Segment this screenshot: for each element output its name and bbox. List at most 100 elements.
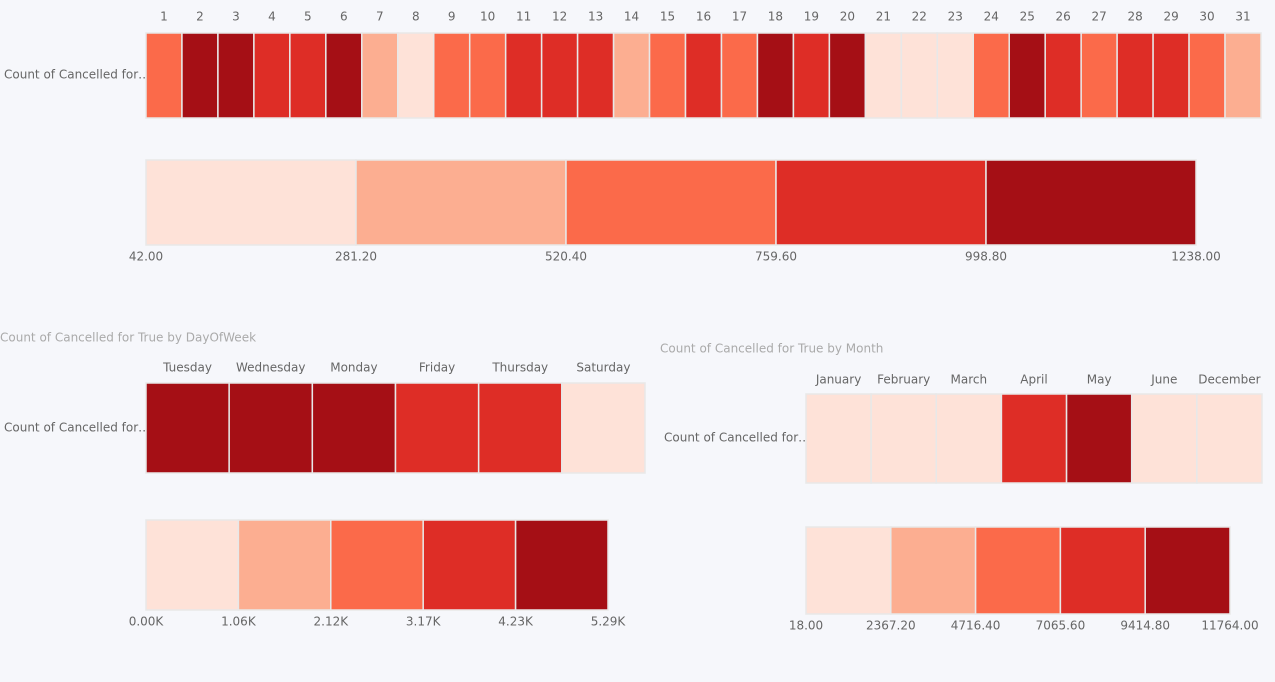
column-label: 10	[480, 10, 495, 24]
column-label: 6	[340, 10, 348, 24]
heatmap-cell	[1000, 393, 1068, 484]
column-label: 30	[1199, 10, 1214, 24]
heatmap-cell	[1196, 393, 1263, 484]
legend-bin	[890, 526, 977, 615]
heatmap-cell	[181, 32, 219, 119]
heatmap-cell	[561, 382, 646, 474]
chart-title: Count of Cancelled for True by Month	[660, 342, 883, 356]
column-label: Saturday	[576, 361, 630, 375]
legend-bin	[422, 519, 517, 611]
legend-tick-label: 7065.60	[1036, 619, 1086, 633]
legend-tick-label: 9414.80	[1120, 619, 1170, 633]
column-label: 1	[160, 10, 168, 24]
legend-bin	[514, 519, 609, 611]
legend-tick-label: 4716.40	[951, 619, 1001, 633]
column-label: Thursday	[491, 361, 548, 375]
heatmap-cell	[1008, 32, 1046, 119]
legend-bin	[237, 519, 332, 611]
heatmap-cell	[311, 382, 397, 474]
heatmap-cell	[540, 32, 579, 119]
heatmap-cell	[361, 32, 399, 119]
column-label: 13	[588, 10, 603, 24]
column-label: 25	[1020, 10, 1035, 24]
row-label: Count of Cancelled for…	[4, 421, 150, 435]
heatmap-cell	[1044, 32, 1082, 119]
legend-tick-label: 5.29K	[591, 615, 627, 629]
row-label: Count of Cancelled for…	[664, 431, 810, 445]
legend-tick-label: 281.20	[335, 250, 377, 264]
heatmap-cell	[477, 382, 563, 474]
heatmap-cell	[228, 382, 314, 474]
chart-title: Count of Cancelled for True by DayOfWeek	[0, 331, 256, 345]
column-label: Wednesday	[236, 361, 305, 375]
heatmap-cell	[612, 32, 651, 119]
column-label: 21	[876, 10, 891, 24]
column-label: 24	[984, 10, 999, 24]
column-label: 15	[660, 10, 675, 24]
column-label: 20	[840, 10, 855, 24]
column-label: 2	[196, 10, 204, 24]
heatmap-cell	[792, 32, 831, 119]
heatmap-cell	[1080, 32, 1118, 119]
heatmap-cell	[253, 32, 291, 119]
legend-bin	[1059, 526, 1146, 615]
legend-tick-label: 11764.00	[1201, 619, 1258, 633]
column-label: March	[951, 373, 988, 387]
heatmap-cell	[504, 32, 543, 119]
heatmap-cell	[289, 32, 327, 119]
column-label: 23	[948, 10, 963, 24]
legend-bin	[355, 159, 567, 246]
heatmap-cell	[394, 382, 480, 474]
legend-bin	[145, 519, 240, 611]
legend-tick-label: 998.80	[965, 250, 1007, 264]
legend-tick-label: 42.00	[129, 250, 163, 264]
heatmap-cell	[900, 32, 939, 119]
column-label: 31	[1235, 10, 1250, 24]
column-label: 29	[1163, 10, 1178, 24]
column-label: 28	[1127, 10, 1142, 24]
legend-bin	[145, 159, 357, 246]
heatmap-cell	[145, 32, 183, 119]
column-label: June	[1150, 373, 1177, 387]
heatmap-cell	[828, 32, 867, 119]
heatmap-cell	[1224, 32, 1262, 119]
heatmap-cell	[1152, 32, 1190, 119]
column-label: February	[877, 373, 930, 387]
column-label: 11	[516, 10, 531, 24]
heatmap-cell	[1065, 393, 1133, 484]
legend-bin	[985, 159, 1197, 246]
row-label: Count of Cancelled for…	[4, 68, 150, 82]
heatmap-cell	[576, 32, 615, 119]
heatmap-cell	[756, 32, 795, 119]
legend-tick-label: 2367.20	[866, 619, 916, 633]
heatmap-cell	[648, 32, 687, 119]
column-label: 7	[376, 10, 384, 24]
column-label: 18	[768, 10, 783, 24]
heatmap-cell	[1188, 32, 1226, 119]
legend-bin	[330, 519, 424, 611]
legend-tick-label: 2.12K	[314, 615, 350, 629]
legend-bin	[805, 526, 892, 615]
column-label: Monday	[330, 361, 377, 375]
legend-tick-label: 520.40	[545, 250, 587, 264]
heatmap-cell	[805, 393, 872, 484]
column-label: 22	[912, 10, 927, 24]
column-label: 5	[304, 10, 312, 24]
heatmap-cell	[972, 32, 1010, 119]
column-label: 8	[412, 10, 420, 24]
heatmap-cell	[1130, 393, 1198, 484]
column-label: May	[1087, 373, 1112, 387]
legend-tick-label: 4.23K	[498, 615, 534, 629]
column-label: 9	[448, 10, 456, 24]
legend-tick-label: 1238.00	[1171, 250, 1221, 264]
column-label: Friday	[419, 361, 455, 375]
column-label: December	[1198, 373, 1260, 387]
column-label: Tuesday	[162, 361, 212, 375]
column-label: 26	[1056, 10, 1071, 24]
heatmap-cell	[720, 32, 759, 119]
heatmap-cell	[870, 393, 938, 484]
heatmap-cell	[864, 32, 903, 119]
heatmap-cell	[935, 393, 1003, 484]
legend-tick-label: 18.00	[789, 619, 823, 633]
